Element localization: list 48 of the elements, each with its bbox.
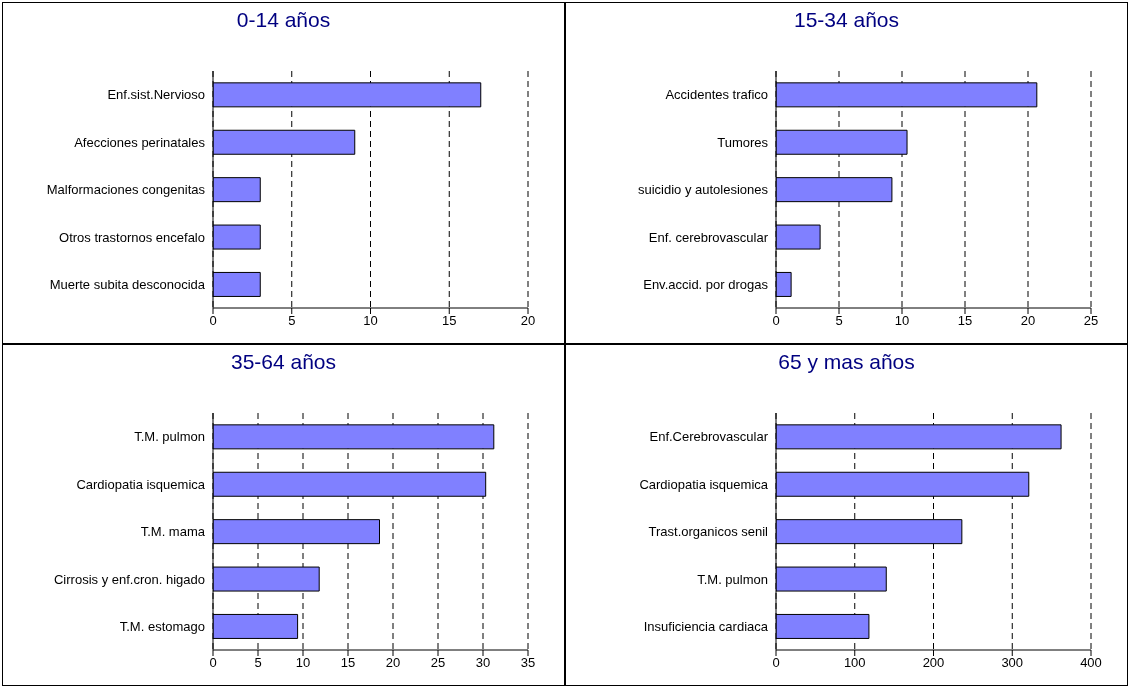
- chart-title: 65 y mas años: [777, 349, 916, 375]
- x-tick-label: 20: [385, 655, 401, 671]
- x-tick-label: 30: [475, 655, 491, 671]
- x-tick-label: 15: [957, 313, 973, 329]
- x-tick-label: 5: [288, 313, 296, 329]
- y-tick-label: Malformaciones congenitas: [46, 182, 206, 198]
- y-tick-label: T.M. pulmon: [697, 571, 768, 587]
- x-tick-label: 20: [520, 313, 536, 329]
- x-tick-label: 10: [295, 655, 311, 671]
- y-tick-label: Enf.sist.Nervioso: [107, 87, 205, 103]
- x-tick-label: 25: [430, 655, 446, 671]
- y-tick-label: T.M. pulmon: [134, 429, 205, 445]
- y-tick-label: Enf.Cerebrovascular: [649, 429, 769, 445]
- x-tick-label: 300: [1001, 655, 1024, 671]
- x-tick-label: 5: [835, 313, 843, 329]
- x-tick-label: 0: [772, 655, 780, 671]
- y-tick-label: Env.accid. por drogas: [643, 276, 769, 292]
- y-tick-label: Afecciones perinatales: [74, 134, 206, 150]
- y-tick-label: Cirrosis y enf.cron. higado: [53, 571, 205, 587]
- y-tick-label: Otros trastornos encefalo: [59, 229, 205, 245]
- y-tick-label: Enf. cerebrovascular: [648, 229, 769, 245]
- y-tick-label: Cardiopatia isquemica: [76, 476, 206, 492]
- x-tick-label: 0: [209, 313, 217, 329]
- y-tick-label: Cardiopatia isquemica: [639, 476, 769, 492]
- x-tick-label: 15: [442, 313, 457, 329]
- x-tick-label: 10: [363, 313, 378, 329]
- x-tick-label: 15: [340, 655, 356, 671]
- y-tick-label: suicidio y autolesiones: [637, 182, 769, 198]
- x-tick-label: 200: [922, 655, 945, 671]
- x-tick-label: 10: [894, 313, 910, 329]
- y-tick-label: Muerte subita desconocida: [49, 276, 206, 292]
- x-tick-label: 25: [1083, 313, 1099, 329]
- x-tick-label: 100: [843, 655, 866, 671]
- x-tick-label: 35: [520, 655, 536, 671]
- chart-title: 15-34 años: [792, 7, 901, 33]
- chart-title: 35-64 años: [229, 349, 338, 375]
- y-tick-label: Tumores: [717, 134, 769, 150]
- x-tick-label: 0: [209, 655, 217, 671]
- y-tick-label: Accidentes trafico: [665, 87, 768, 103]
- y-tick-label: Trast.organicos senil: [648, 524, 769, 540]
- x-tick-label: 5: [254, 655, 262, 671]
- x-tick-label: 0: [772, 313, 780, 329]
- y-tick-label: T.M. estomago: [119, 618, 205, 634]
- x-tick-label: 20: [1020, 313, 1036, 329]
- y-tick-label: T.M. mama: [140, 524, 206, 540]
- y-tick-label: Insuficiencia cardiaca: [643, 618, 769, 634]
- x-tick-label: 400: [1080, 655, 1102, 671]
- chart-title: 0-14 años: [235, 7, 332, 33]
